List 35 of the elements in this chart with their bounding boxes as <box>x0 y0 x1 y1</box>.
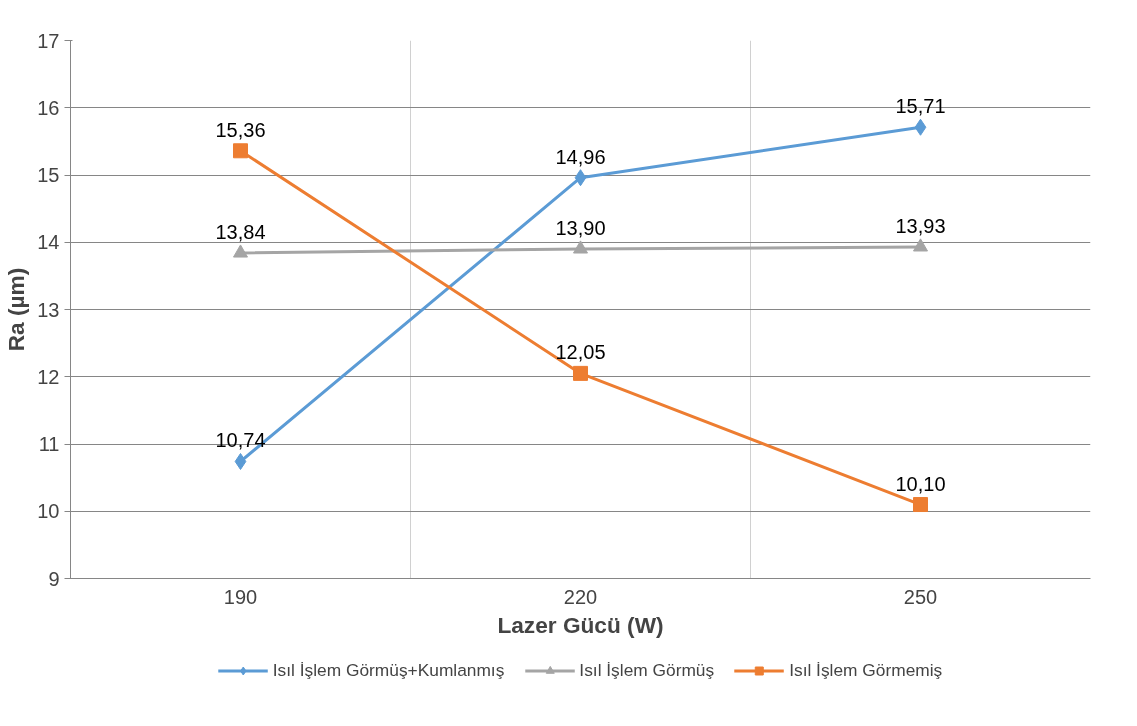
x-tick-label: 220 <box>563 585 598 608</box>
point <box>233 244 248 258</box>
x-axis-title: Lazer Gücü (W) <box>497 611 664 638</box>
data-label: 13,84 <box>215 221 266 244</box>
y-tick-label: 15 <box>37 164 60 186</box>
point <box>914 118 927 136</box>
point <box>233 143 248 159</box>
y-tick-label: 9 <box>48 567 60 590</box>
x-tick-label: 190 <box>223 585 258 608</box>
data-label: 15,36 <box>215 118 266 141</box>
data-label: 10,10 <box>895 472 946 495</box>
y-tick-label: 11 <box>38 433 60 455</box>
data-label: 12,05 <box>555 341 606 364</box>
legend-label: Isıl İşlem Görmüş+Kumlanmış <box>272 659 505 681</box>
point <box>913 238 928 252</box>
y-tick-label: 14 <box>37 231 60 254</box>
x-tick-label: 250 <box>903 585 938 608</box>
point <box>573 240 588 254</box>
y-tick-label: 13 <box>37 298 60 321</box>
y-tick-label: 17 <box>37 29 60 52</box>
legend-label: Isıl İşlem Görmemiş <box>789 659 943 681</box>
data-label: 10,74 <box>215 429 266 452</box>
data-label: 13,90 <box>555 216 606 239</box>
y-axis-title: Ra (µm) <box>3 267 30 352</box>
legend-label: Isıl İşlem Görmüş <box>579 659 715 681</box>
data-label: 14,96 <box>555 145 606 168</box>
y-tick-label: 12 <box>37 365 60 388</box>
data-label: 13,93 <box>895 214 946 237</box>
point <box>574 169 587 187</box>
data-label: 15,71 <box>895 95 946 118</box>
y-tick-label: 10 <box>37 500 60 523</box>
point <box>573 365 588 381</box>
point <box>234 452 247 470</box>
y-tick-label: 16 <box>37 96 60 119</box>
point <box>913 497 928 513</box>
